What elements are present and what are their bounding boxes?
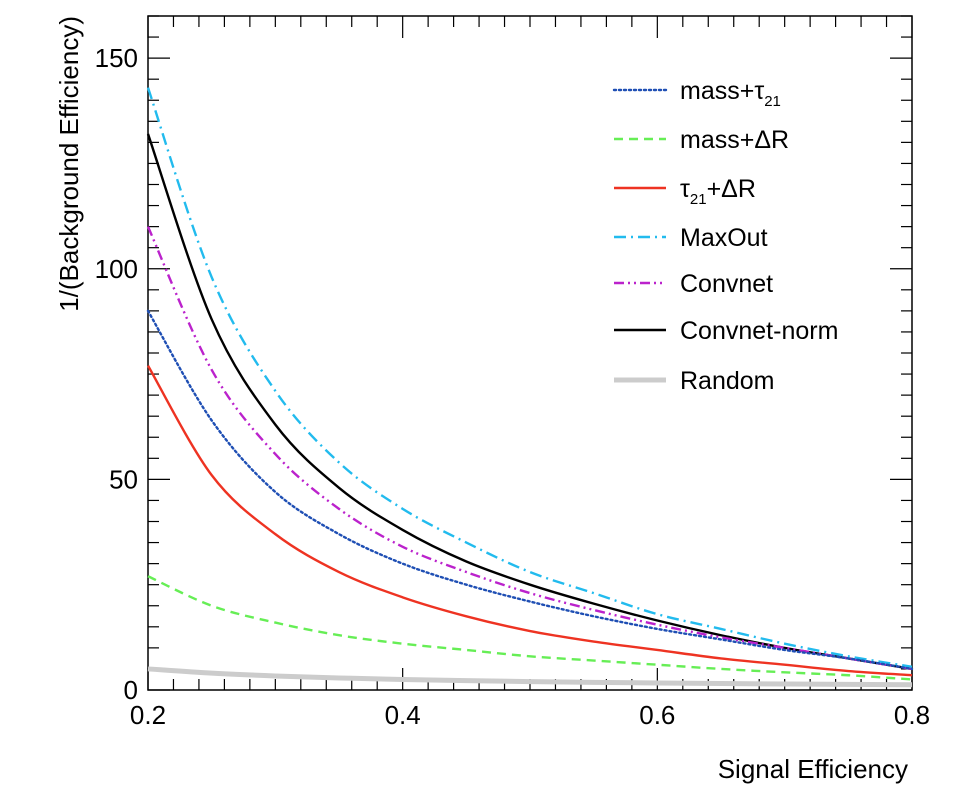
legend-label-random: Random <box>680 367 775 395</box>
y-tick-label: 0 <box>124 675 138 705</box>
series-line-mass-tau21 <box>146 309 914 671</box>
series-lines <box>146 87 914 688</box>
y-tick-label: 50 <box>109 464 138 494</box>
y-tick-label: 100 <box>95 254 138 284</box>
axis-ticks: 0.2 0.4 0.6 0.8 0 50 100 150 <box>95 15 930 730</box>
series-line-mass-deltar <box>147 575 913 681</box>
series-line-tau21-deltar <box>146 365 913 677</box>
x-tick-label: 0.6 <box>639 700 675 730</box>
legend-label-maxout: MaxOut <box>680 224 768 252</box>
series-line-convnet <box>146 226 913 671</box>
series-line-convnet-norm <box>146 133 913 671</box>
x-tick-label: 0.4 <box>385 700 421 730</box>
x-tick-label: 0.2 <box>130 700 166 730</box>
y-tick-label: 150 <box>95 43 138 73</box>
legend-label-tau21-deltar: τ21+ΔR <box>680 175 756 208</box>
legend-label-convnet-norm: Convnet-norm <box>680 317 838 345</box>
y-axis-title: 1/(Background Efficiency) <box>54 16 84 312</box>
legend-label-mass-tau21: mass+τ21 <box>680 77 781 110</box>
x-axis-title: Signal Efficiency <box>718 754 908 784</box>
plot-frame <box>147 15 913 691</box>
x-tick-label: 0.8 <box>894 700 930 730</box>
legend: mass+τ21 mass+ΔR τ21+ΔR MaxOut Convnet Convne… <box>612 77 838 395</box>
legend-label-mass-deltar: mass+ΔR <box>680 126 789 154</box>
series-line-maxout <box>146 87 913 669</box>
series-line-random <box>147 666 913 688</box>
legend-label-convnet: Convnet <box>680 270 773 298</box>
